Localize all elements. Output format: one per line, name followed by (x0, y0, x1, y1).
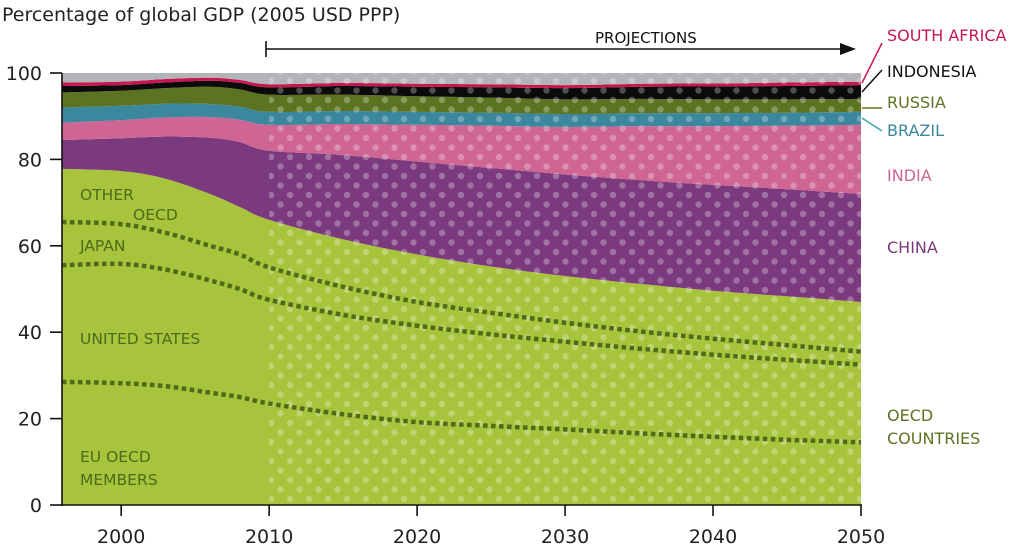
label-eu-oecd-line1: EU OECD (80, 448, 151, 466)
legend-oecd-line2: COUNTRIES (887, 429, 980, 448)
legend-india: INDIA (887, 166, 932, 185)
leader-south-africa (861, 42, 883, 84)
y-tick-label: 100 (6, 63, 42, 85)
x-tick-label: 2020 (393, 526, 441, 548)
x-tick-label: 2010 (245, 526, 293, 548)
leader-brazil (861, 117, 883, 132)
label-japan: JAPAN (79, 237, 125, 255)
x-tick-label: 2050 (837, 526, 885, 548)
label-united-states: UNITED STATES (80, 330, 200, 348)
boundary-japan (61, 219, 862, 354)
y-tick-label: 40 (18, 322, 42, 344)
oecd-subdivision-lines (61, 219, 862, 445)
boundary-eu-oecd-members (61, 379, 862, 445)
projection-pattern (269, 73, 861, 505)
projection-label: PROJECTIONS (595, 29, 697, 47)
y-tick-label: 60 (18, 236, 42, 258)
legend-oecd-line1: OECD (887, 406, 933, 425)
label-eu-oecd-line2: MEMBERS (80, 471, 158, 489)
projection-dot-overlay (269, 73, 861, 505)
y-tick-label: 80 (18, 149, 42, 171)
legend-china: CHINA (887, 238, 938, 257)
x-tick-label: 2030 (541, 526, 589, 548)
chart-title: Percentage of global GDP (2005 USD PPP) (2, 4, 401, 26)
legend-russia: RUSSIA (887, 93, 946, 112)
y-tick-label: 20 (18, 409, 42, 431)
legend-indonesia: INDONESIA (887, 62, 977, 81)
y-tick-label: 0 (30, 495, 42, 517)
boundary-united-states (61, 261, 862, 367)
label-other-oecd-line1: OTHER (80, 186, 134, 204)
legend-south-africa: SOUTH AFRICA (887, 26, 1007, 45)
leader-indonesia (861, 69, 883, 93)
projection-arrow-head (840, 43, 856, 55)
label-other-oecd-line2: OECD (133, 206, 178, 224)
x-tick-label: 2040 (689, 526, 737, 548)
x-tick-label: 2000 (97, 526, 145, 548)
legend-brazil: BRAZIL (887, 121, 944, 140)
